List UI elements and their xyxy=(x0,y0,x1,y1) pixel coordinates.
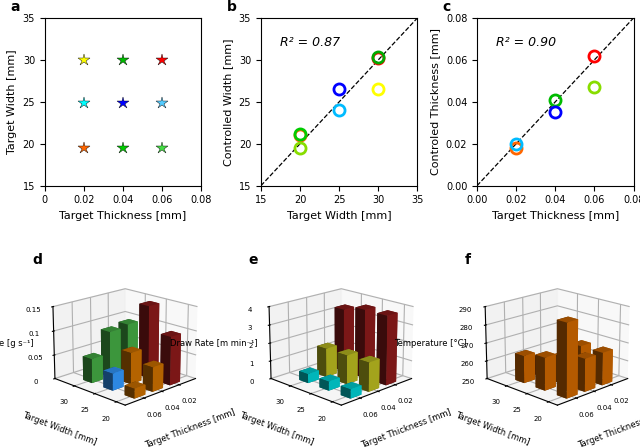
Text: e: e xyxy=(248,253,258,267)
Y-axis label: Target Width [mm]: Target Width [mm] xyxy=(7,50,17,154)
Text: d: d xyxy=(32,253,42,267)
Text: c: c xyxy=(442,0,451,14)
X-axis label: Target Thickness [mm]: Target Thickness [mm] xyxy=(360,408,453,447)
X-axis label: Target Thickness [mm]: Target Thickness [mm] xyxy=(577,408,640,447)
Text: b: b xyxy=(227,0,236,14)
X-axis label: Target Thickness [mm]: Target Thickness [mm] xyxy=(144,408,237,447)
Y-axis label: Target Width [mm]: Target Width [mm] xyxy=(454,411,531,447)
X-axis label: Target Thickness [mm]: Target Thickness [mm] xyxy=(60,211,187,221)
Y-axis label: Controlled Width [mm]: Controlled Width [mm] xyxy=(223,38,233,165)
Text: R² = 0.90: R² = 0.90 xyxy=(496,36,556,50)
X-axis label: Target Thickness [mm]: Target Thickness [mm] xyxy=(492,211,619,221)
Text: R² = 0.87: R² = 0.87 xyxy=(280,36,340,50)
Y-axis label: Target Width [mm]: Target Width [mm] xyxy=(237,411,314,447)
Y-axis label: Controled Thickness [mm]: Controled Thickness [mm] xyxy=(430,28,440,175)
X-axis label: Target Width [mm]: Target Width [mm] xyxy=(287,211,392,221)
Text: a: a xyxy=(10,0,20,14)
Text: f: f xyxy=(465,253,470,267)
Y-axis label: Target Width [mm]: Target Width [mm] xyxy=(22,411,99,447)
